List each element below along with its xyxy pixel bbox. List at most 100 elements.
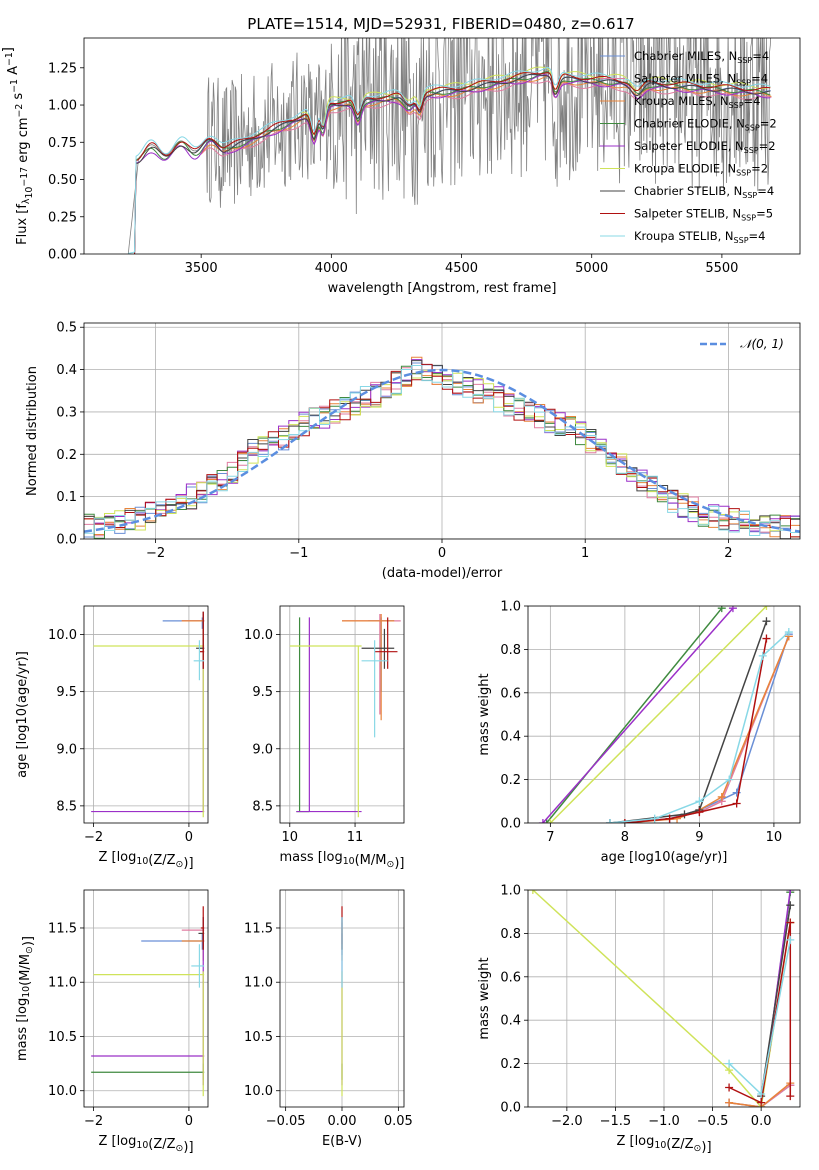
axes-frame — [279, 605, 405, 824]
weight-marker — [784, 628, 793, 637]
y-tick-label: 0.3 — [56, 405, 77, 420]
x-tick-label: −0.5 — [697, 1114, 729, 1129]
plot-area — [528, 606, 800, 823]
x-tick-label: −1.5 — [600, 1114, 632, 1129]
y-tick-label: 10.5 — [244, 1030, 273, 1045]
axes-mass_weight_vs_age: 7 8 9 10 0.0 0.2 0.4 0.6 0.8 1.0 age [log10(age/yr… — [477, 600, 801, 865]
plot-content — [127, 38, 772, 254]
axes-residuals: −2 −1 0 1 2 0.0 0.1 0.2 0.3 0.4 0.5 (data-model)/er… — [25, 321, 801, 581]
x-tick-label: −2 — [84, 1114, 103, 1129]
x-tick-label: −1 — [289, 546, 308, 561]
axes-age_vs_mass: 10 11 8.5 9.0 9.5 10.0 mass [log10(M/M⊙)] — [244, 605, 405, 871]
weight-marker — [725, 1083, 734, 1092]
x-axis-label: E(B-V) — [322, 1134, 362, 1149]
x-tick-label: 7 — [546, 830, 554, 845]
plot-area — [84, 38, 800, 254]
x-tick-label: 10 — [282, 830, 299, 845]
x-tick-label: 1 — [581, 546, 589, 561]
plot-content — [84, 323, 800, 539]
y-tick-label: 0.1 — [56, 490, 77, 505]
weight-marker — [786, 1092, 795, 1101]
x-axis-label: Z [log10(Z/Z⊙)] — [616, 1134, 711, 1155]
weight-marker — [620, 819, 629, 823]
y-tick-label: 10.0 — [244, 628, 273, 643]
weight-marker — [786, 918, 795, 927]
weight-series — [725, 935, 795, 1098]
y-tick-label: 0.2 — [500, 1057, 521, 1072]
weight-marker — [695, 797, 704, 806]
axes-frame — [83, 322, 801, 540]
plot-content — [280, 890, 404, 1107]
x-tick-label: 0 — [438, 546, 446, 561]
x-tick-label: 9 — [695, 830, 703, 845]
weight-line — [609, 631, 790, 823]
weight-marker — [762, 634, 771, 643]
weight-marker — [528, 890, 537, 894]
x-axis-label: Z [log10(Z/Z⊙)] — [98, 1134, 193, 1155]
y-tick-label: 1.25 — [48, 61, 77, 76]
y-tick-label: 0.8 — [500, 927, 521, 942]
y-axis-label: Flux [fλ10−17 erg cm−2 s−1 A−1] — [1, 47, 35, 245]
plot-content — [528, 606, 800, 823]
y-tick-label: 0.25 — [48, 210, 77, 225]
y-tick-label: 8.5 — [252, 799, 273, 814]
errorbar-point — [200, 906, 205, 950]
y-tick-label: 11.5 — [244, 921, 273, 936]
model-spectrum-line — [134, 73, 771, 254]
legend-label: Salpeter STELIB, NSSP=5 — [634, 207, 773, 223]
errorbar-point — [93, 971, 205, 1097]
weight-marker — [673, 814, 682, 823]
weight-series — [546, 606, 771, 823]
y-axis-label: Normed distribution — [25, 366, 40, 496]
axes-frame — [83, 37, 801, 255]
y-tick-label: 0.5 — [56, 321, 77, 336]
errorbar-point — [199, 611, 205, 669]
weight-line — [729, 1082, 791, 1107]
weight-marker — [732, 799, 741, 808]
plot-content — [84, 606, 208, 823]
x-tick-label: −2 — [84, 830, 103, 845]
y-axis-label: mass weight — [477, 957, 492, 1039]
weight-marker — [717, 792, 726, 801]
y-tick-label: 0.2 — [500, 773, 521, 788]
weight-marker — [758, 651, 767, 660]
errorbar-point — [296, 617, 362, 813]
x-tick-label: 0.00 — [328, 1114, 357, 1129]
weight-line — [549, 606, 768, 823]
weight-marker — [725, 775, 734, 784]
y-tick-label: 1.00 — [48, 99, 77, 114]
y-tick-label: 0.8 — [500, 643, 521, 658]
y-tick-label: 8.5 — [56, 799, 77, 814]
x-axis-label: age [log10(age/yr)] — [601, 850, 728, 865]
weight-marker — [725, 1098, 734, 1107]
errorbar-point — [193, 640, 205, 681]
y-tick-label: 10.0 — [48, 628, 77, 643]
model-spectrum-line — [300, 66, 771, 137]
weight-marker — [757, 1098, 766, 1107]
weight-series — [725, 918, 795, 1107]
weight-marker — [665, 814, 674, 823]
x-tick-label: 10 — [766, 830, 783, 845]
x-axis-label: Z [log10(Z/Z⊙)] — [98, 850, 193, 871]
errorbar-point — [361, 640, 388, 738]
weight-marker — [542, 819, 551, 823]
y-tick-label: 0.4 — [500, 1014, 521, 1029]
y-tick-label: 10.0 — [48, 1084, 77, 1099]
x-tick-label: 2 — [724, 546, 732, 561]
axes-mass_vs_ebv: −0.05 0.00 0.05 10.0 10.5 11.0 11.5 E(B-V) — [244, 889, 413, 1149]
weight-marker — [546, 819, 555, 823]
weight-marker — [762, 617, 771, 626]
x-tick-label: 0 — [185, 1114, 193, 1129]
weight-marker — [786, 901, 795, 910]
y-tick-label: 9.5 — [56, 685, 77, 700]
weight-marker — [786, 890, 795, 894]
plot-area — [84, 890, 208, 1107]
x-tick-label: 3500 — [185, 261, 218, 276]
errorbar-point — [342, 613, 395, 721]
y-tick-label: 10.5 — [48, 1030, 77, 1045]
weight-marker — [786, 935, 795, 944]
axes-mass_vs_z: −2 0 10.0 10.5 11.0 11.5 Z [log10(Z/Z⊙)] mass [… — [15, 889, 209, 1155]
errorbar-point — [289, 645, 362, 818]
x-axis-label: mass [log10(M/M⊙)] — [280, 850, 405, 871]
weight-marker — [717, 606, 726, 613]
